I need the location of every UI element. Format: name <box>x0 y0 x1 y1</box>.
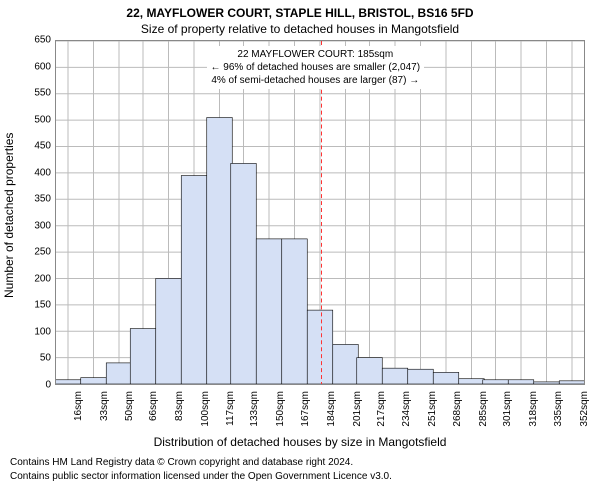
histogram-bar <box>559 381 584 384</box>
footer-line1: Contains HM Land Registry data © Crown c… <box>10 457 353 468</box>
x-tick-label: 33sqm <box>99 391 110 431</box>
x-tick-label: 133sqm <box>249 391 260 431</box>
x-axis-label: Distribution of detached houses by size … <box>0 435 600 449</box>
histogram-bar <box>433 372 459 384</box>
y-tick-label: 500 <box>21 114 51 125</box>
y-tick-label: 300 <box>21 220 51 231</box>
x-tick-label: 16sqm <box>73 391 84 431</box>
x-tick-label: 201sqm <box>352 391 363 431</box>
y-tick-label: 250 <box>21 247 51 258</box>
histogram-bar <box>508 380 534 384</box>
histogram-bar <box>333 344 359 384</box>
y-tick-label: 50 <box>21 353 51 364</box>
histogram-bar <box>357 358 382 384</box>
x-tick-label: 66sqm <box>148 391 159 431</box>
y-axis-label: Number of detached properties <box>2 132 16 297</box>
x-tick-label: 100sqm <box>200 391 211 431</box>
x-tick-label: 251sqm <box>427 391 438 431</box>
x-tick-label: 318sqm <box>528 391 539 431</box>
histogram-bar <box>382 368 408 384</box>
histogram-bar <box>534 382 560 384</box>
x-tick-label: 285sqm <box>478 391 489 431</box>
x-tick-label: 335sqm <box>553 391 564 431</box>
y-tick-label: 0 <box>21 380 51 391</box>
histogram-plot <box>55 40 585 385</box>
x-tick-label: 217sqm <box>376 391 387 431</box>
y-tick-label: 600 <box>21 61 51 72</box>
histogram-bar <box>483 380 509 384</box>
histogram-bar <box>256 239 282 384</box>
x-tick-label: 184sqm <box>326 391 337 431</box>
y-tick-label: 400 <box>21 167 51 178</box>
histogram-bar <box>181 176 207 384</box>
x-tick-label: 83sqm <box>174 391 185 431</box>
x-tick-label: 301sqm <box>502 391 513 431</box>
histogram-bar <box>408 369 434 384</box>
x-tick-label: 117sqm <box>225 391 236 431</box>
annotation-box: 22 MAYFLOWER COURT: 185sqm ← 96% of deta… <box>207 46 425 89</box>
histogram-bar <box>207 118 233 384</box>
chart-title-address: 22, MAYFLOWER COURT, STAPLE HILL, BRISTO… <box>0 6 600 20</box>
x-tick-label: 150sqm <box>275 391 286 431</box>
histogram-bar <box>81 378 107 384</box>
chart-title-sub: Size of property relative to detached ho… <box>0 22 600 36</box>
y-tick-label: 650 <box>21 35 51 46</box>
annotation-line3: 4% of semi-detached houses are larger (8… <box>211 74 421 87</box>
y-tick-label: 100 <box>21 326 51 337</box>
histogram-bar <box>307 310 333 384</box>
histogram-bar <box>459 379 485 384</box>
histogram-bar <box>156 278 182 384</box>
footer-line2: Contains public sector information licen… <box>10 471 392 482</box>
annotation-line2: ← 96% of detached houses are smaller (2,… <box>211 61 421 74</box>
x-tick-label: 167sqm <box>300 391 311 431</box>
y-tick-label: 550 <box>21 88 51 99</box>
y-tick-label: 150 <box>21 300 51 311</box>
y-tick-label: 200 <box>21 273 51 284</box>
x-tick-label: 234sqm <box>401 391 412 431</box>
annotation-line1: 22 MAYFLOWER COURT: 185sqm <box>211 48 421 61</box>
x-tick-label: 268sqm <box>452 391 463 431</box>
y-tick-label: 350 <box>21 194 51 205</box>
y-tick-label: 450 <box>21 141 51 152</box>
histogram-bar <box>282 239 308 384</box>
histogram-bar <box>106 363 132 384</box>
histogram-bar <box>56 380 81 384</box>
histogram-bar <box>130 329 156 384</box>
x-tick-label: 50sqm <box>124 391 135 431</box>
histogram-bar <box>231 163 257 384</box>
x-tick-label: 352sqm <box>579 391 590 431</box>
